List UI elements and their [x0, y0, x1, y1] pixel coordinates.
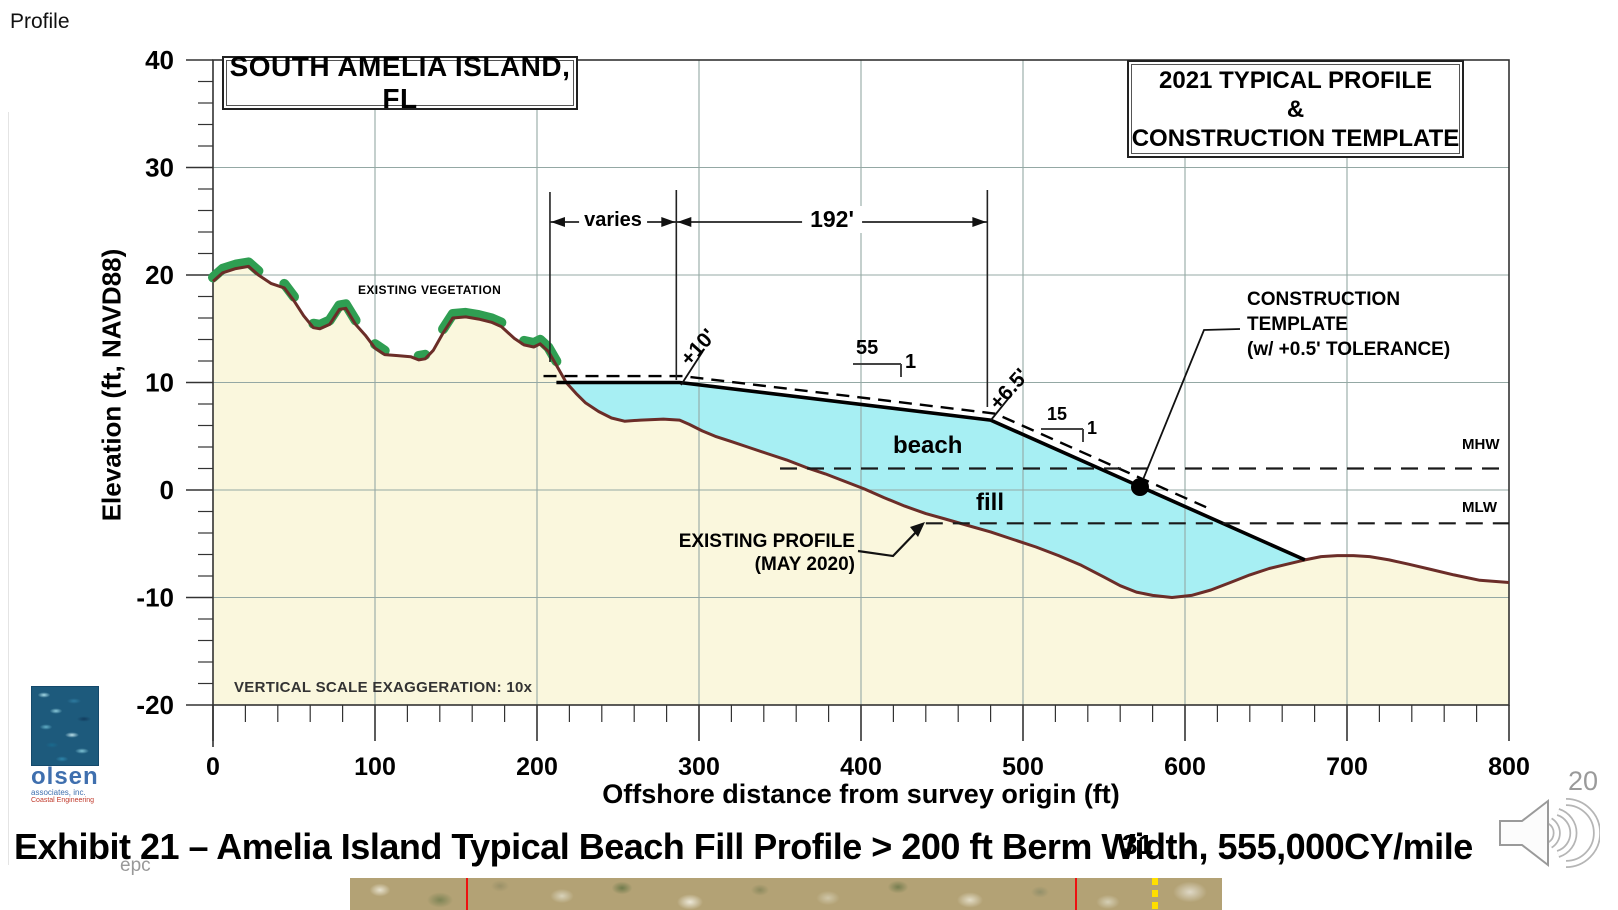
template-point-marker — [1131, 478, 1149, 496]
olsen-logo-subtitle: associates, inc. — [31, 788, 86, 797]
legend-line-2: & — [1286, 95, 1305, 123]
berm-elevation-leader — [680, 350, 704, 386]
legend-line-3: CONSTRUCTION TEMPLATE — [1131, 124, 1460, 152]
plot-frame — [212, 59, 1510, 706]
slope-15-run: 15 — [1047, 404, 1068, 424]
vegetation-line — [370, 339, 390, 356]
y-tick-label: 0 — [160, 475, 174, 505]
y-tick-label: 10 — [145, 368, 174, 398]
aerial-survey-line-red — [1075, 878, 1077, 910]
y-tick-label: -10 — [136, 583, 174, 613]
dimension-arrowhead — [661, 217, 676, 227]
existing-profile-line — [212, 264, 1510, 599]
aerial-survey-line-yellow — [1152, 878, 1158, 910]
vegetation-line — [413, 349, 431, 361]
dimension-arrowhead — [550, 217, 565, 227]
dimension-192-label: 192' — [802, 206, 862, 233]
x-tick-label: 100 — [354, 753, 396, 781]
y-tick-label: 40 — [145, 45, 174, 75]
legend-line-1: 2021 TYPICAL PROFILE — [1159, 66, 1432, 94]
exhibit-caption: Exhibit 21 – Amelia Island Typical Beach… — [14, 826, 1473, 867]
y-tick-label: 20 — [145, 260, 174, 290]
olsen-logo: olsen associates, inc. Coastal Engineeri… — [31, 686, 101, 805]
construction-template-label: CONSTRUCTION TEMPLATE (w/ +0.5' TOLERANC… — [1247, 287, 1450, 362]
vegetation-line — [519, 334, 562, 367]
vegetation-line — [308, 299, 361, 330]
y-tick-label: 30 — [145, 153, 174, 183]
olsen-logo-name: olsen — [31, 763, 99, 790]
x-tick-label: 400 — [840, 753, 882, 781]
existing-profile-label-line1: EXISTING PROFILE — [678, 531, 855, 552]
y-tick-label: -20 — [136, 690, 174, 720]
construction-template-label-line2: TEMPLATE — [1247, 314, 1348, 335]
y-axis-title: Elevation (ft, NAVD88) — [96, 248, 127, 522]
existing-profile-arrowhead — [910, 522, 925, 537]
epc-watermark: epc — [120, 855, 151, 876]
chart-title: SOUTH AMELIA ISLAND, FL — [229, 51, 571, 114]
x-tick-label: 200 — [516, 753, 558, 781]
dimension-arrowhead — [677, 217, 692, 227]
page-title: Profile — [10, 10, 70, 33]
slope-55-rise: 1 — [905, 351, 917, 373]
construction-template-tolerance-line — [543, 374, 1207, 509]
beach-fill-label-beach: beach — [893, 432, 963, 459]
aerial-photo-strip — [350, 878, 1222, 910]
chart-title-box: SOUTH AMELIA ISLAND, FL — [222, 51, 578, 114]
construction-template-leader — [1139, 328, 1241, 488]
slide-page-number: 20 — [1568, 766, 1599, 796]
speaker-audio-icon[interactable] — [1488, 791, 1600, 879]
x-tick-label: 800 — [1488, 753, 1530, 781]
slope-15-rise: 1 — [1087, 418, 1098, 438]
existing-vegetation-label: EXISTING VEGETATION — [358, 283, 502, 297]
aerial-survey-line-red — [466, 878, 468, 910]
x-tick-label: 600 — [1164, 753, 1206, 781]
slope-55-run: 55 — [856, 337, 879, 359]
vegetation-line — [208, 257, 264, 283]
chart-legend-box: 2021 TYPICAL PROFILE & CONSTRUCTION TEMP… — [1127, 60, 1464, 158]
existing-profile-label-line2: (MAY 2020) — [754, 554, 855, 575]
olsen-logo-image — [31, 686, 99, 766]
x-tick-label: 500 — [1002, 753, 1044, 781]
dimension-arrowhead — [972, 217, 987, 227]
olsen-logo-tagline: Coastal Engineering — [31, 797, 95, 804]
x-tick-label: 300 — [678, 753, 720, 781]
slide-edge-rule — [8, 112, 9, 865]
dimension-varies-label: varies — [579, 209, 647, 232]
toe-elevation-leader — [990, 393, 1013, 421]
beach-fill-label-fill: fill — [976, 489, 1004, 516]
x-tick-label: 700 — [1326, 753, 1368, 781]
mlw-label: MLW — [1462, 499, 1497, 516]
mhw-label: MHW — [1462, 436, 1500, 453]
x-tick-label: 0 — [206, 753, 220, 781]
existing-profile-leader — [857, 529, 919, 558]
construction-template-label-line1: CONSTRUCTION — [1247, 289, 1401, 310]
station-number-overlay: 31 — [1122, 829, 1154, 860]
x-axis-title: Offshore distance from survey origin (ft… — [602, 779, 1120, 809]
vegetation-line — [279, 278, 299, 302]
existing-profile-label: EXISTING PROFILE (MAY 2020) — [679, 530, 855, 576]
vertical-exaggeration-note: VERTICAL SCALE EXAGGERATION: 10x — [234, 679, 533, 696]
vegetation-line — [438, 307, 507, 335]
construction-template-label-line3: (w/ +0.5' TOLERANCE) — [1247, 339, 1451, 360]
